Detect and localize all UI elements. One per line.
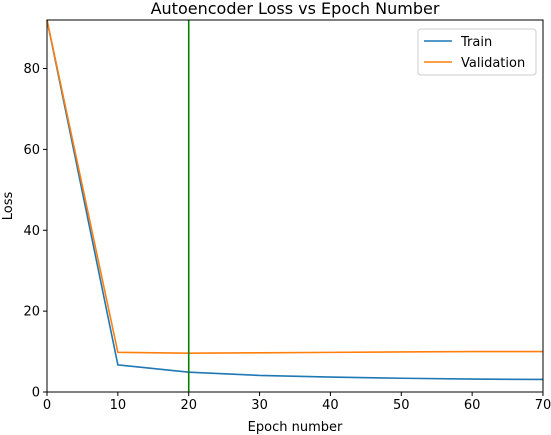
chart-title: Autoencoder Loss vs Epoch Number bbox=[151, 0, 440, 18]
series-line-validation bbox=[46, 19, 543, 354]
x-tick-label: 70 bbox=[535, 398, 551, 413]
legend-label-validation: Validation bbox=[461, 56, 525, 71]
x-tick-label: 20 bbox=[180, 398, 197, 413]
x-tick-label: 30 bbox=[251, 398, 268, 413]
y-tick-label: 0 bbox=[32, 386, 40, 401]
y-tick-label: 60 bbox=[23, 143, 40, 158]
x-axis-label: Epoch number bbox=[248, 420, 343, 435]
y-tick-label: 80 bbox=[23, 62, 40, 77]
y-axis-label: Loss bbox=[1, 192, 16, 221]
legend-label-train: Train bbox=[460, 35, 492, 50]
x-tick-label: 60 bbox=[464, 398, 481, 413]
x-tick-label: 40 bbox=[322, 398, 339, 413]
x-tick-label: 10 bbox=[110, 398, 127, 413]
x-tick-label: 0 bbox=[43, 398, 51, 413]
legend: Train Validation bbox=[417, 28, 537, 76]
x-tick-label: 50 bbox=[393, 398, 410, 413]
plot-frame bbox=[46, 19, 544, 393]
y-tick-label: 40 bbox=[23, 224, 40, 239]
y-tick-label: 20 bbox=[23, 305, 40, 320]
series-line-train bbox=[46, 19, 544, 381]
